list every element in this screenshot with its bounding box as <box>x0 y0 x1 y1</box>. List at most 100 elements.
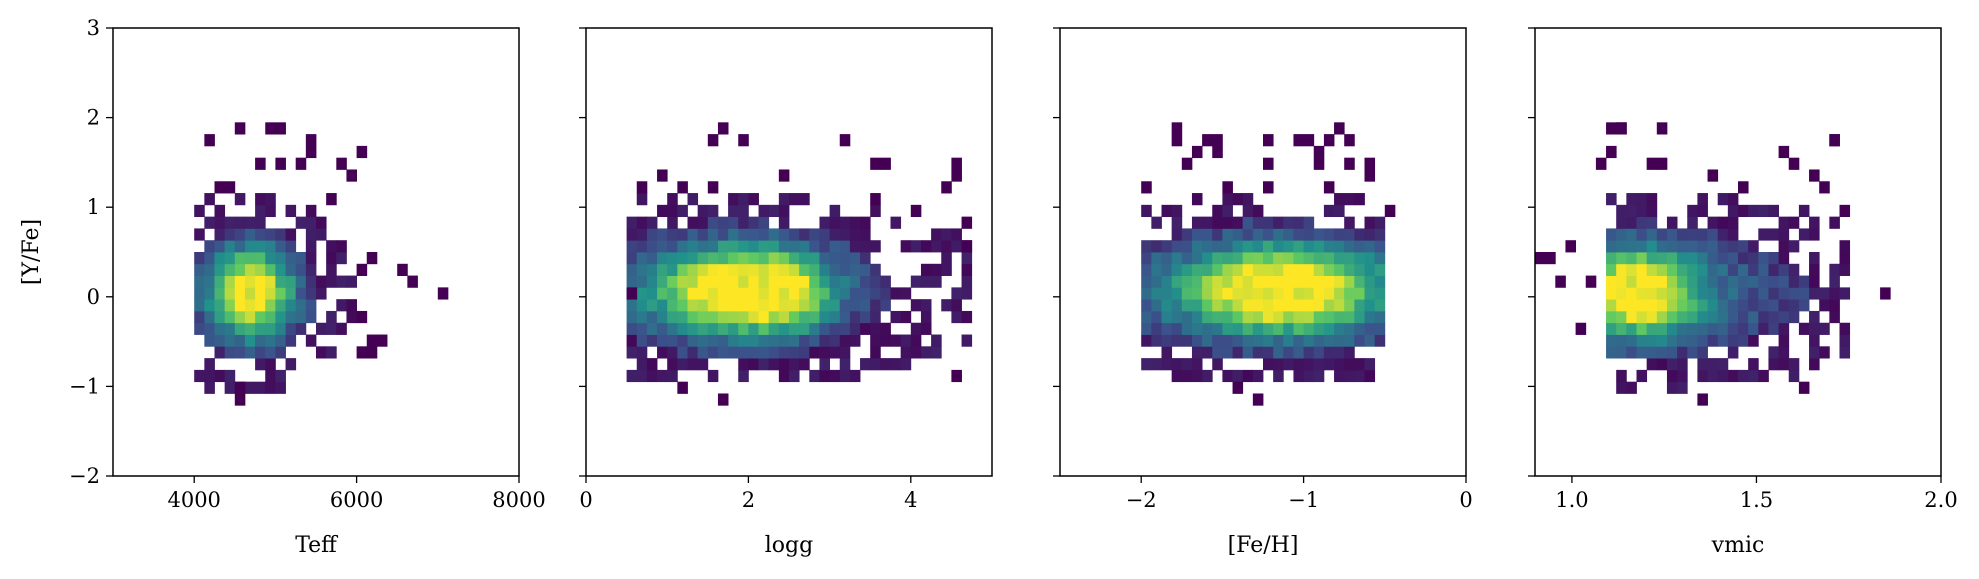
heatmap-cell <box>1666 240 1678 253</box>
heatmap-cell <box>1606 322 1617 335</box>
heatmap-cell <box>789 369 800 383</box>
heatmap-cell <box>1809 322 1820 335</box>
heatmap-cell <box>717 252 729 265</box>
heatmap-cell <box>1171 216 1183 229</box>
heatmap-cell <box>768 299 780 312</box>
heatmap-cell <box>1788 240 1800 253</box>
heatmap-cell <box>738 252 749 265</box>
heatmap-cell <box>1242 263 1254 276</box>
heatmap-cell <box>920 322 932 335</box>
heatmap-cell <box>1293 252 1304 265</box>
heatmap-cell <box>799 346 810 359</box>
heatmap-cell <box>829 204 841 218</box>
heatmap-cell <box>305 145 317 159</box>
heatmap-cell <box>860 322 871 335</box>
heatmap-cell <box>234 263 246 276</box>
heatmap-cell <box>1313 369 1325 383</box>
heatmap-cell <box>1606 310 1617 324</box>
heatmap-cell <box>778 169 790 182</box>
heatmap-cell <box>697 334 709 347</box>
heatmap-cell <box>717 216 729 229</box>
heatmap-cell <box>1778 263 1790 276</box>
heatmap-cell <box>1717 334 1729 347</box>
heatmap-cell <box>758 216 770 229</box>
heatmap-cell <box>1171 204 1183 218</box>
heatmap-cell <box>1263 181 1274 194</box>
heatmap-cell <box>829 228 841 241</box>
heatmap-cell <box>707 228 719 241</box>
heatmap-cell <box>1646 216 1658 229</box>
heatmap-cell <box>789 193 800 206</box>
heatmap-cell <box>636 346 648 359</box>
heatmap-cell <box>657 334 668 347</box>
heatmap-cell <box>224 346 236 359</box>
heatmap-cell <box>1364 334 1376 347</box>
heatmap-cell <box>204 369 215 383</box>
heatmap-cell <box>677 263 688 276</box>
heatmap-cell <box>880 299 891 312</box>
heatmap-cell <box>1141 322 1152 335</box>
heatmap-cell <box>255 381 266 394</box>
heatmap-cell <box>1839 263 1851 276</box>
heatmap-cell <box>768 310 780 324</box>
heatmap-cell <box>1646 157 1658 170</box>
heatmap-cell <box>1181 299 1193 312</box>
heatmap-cell <box>1242 252 1254 265</box>
heatmap-outlier-cell <box>265 122 276 135</box>
heatmap-cell <box>295 252 307 265</box>
heatmap-cell <box>1727 263 1739 276</box>
heatmap-cell <box>1171 134 1183 147</box>
heatmap-cell <box>961 310 973 324</box>
heatmap-cell <box>1252 252 1264 265</box>
heatmap-cell <box>1263 287 1274 300</box>
heatmap-cell <box>1252 334 1264 347</box>
heatmap-cell <box>1798 299 1810 312</box>
heatmap-cell <box>687 240 699 253</box>
y-tick-label: −1 <box>69 374 100 398</box>
heatmap-cell <box>697 322 709 335</box>
heatmap-cell <box>931 346 942 359</box>
heatmap-cell <box>1374 310 1386 324</box>
heatmap-cell <box>697 346 709 359</box>
heatmap-cell <box>1748 240 1759 253</box>
heatmap-cell <box>244 228 256 241</box>
heatmap-cell <box>636 334 648 347</box>
heatmap-cell <box>1758 299 1769 312</box>
heatmap-cell <box>961 275 973 288</box>
heatmap-cell <box>1191 263 1203 276</box>
heatmap-cell <box>809 299 820 312</box>
heatmap-cell <box>234 346 246 359</box>
heatmap-cell <box>1191 145 1203 159</box>
heatmap-cell <box>1626 263 1637 276</box>
heatmap-cell <box>1738 299 1749 312</box>
heatmap-cell <box>880 287 891 300</box>
heatmap-cell <box>1758 275 1769 288</box>
heatmap-cell <box>1697 334 1708 347</box>
heatmap-cell <box>346 275 357 288</box>
heatmap-cell <box>1616 275 1627 288</box>
heatmap-cell <box>1666 369 1678 383</box>
heatmap-cell <box>1161 204 1173 218</box>
heatmap-cell <box>900 358 912 371</box>
heatmap-cell <box>1606 240 1617 253</box>
heatmap-cell <box>941 299 952 312</box>
heatmap-cell <box>295 287 307 300</box>
heatmap-cell <box>910 322 922 335</box>
heatmap-cell <box>1344 358 1355 371</box>
heatmap-cell <box>849 369 861 383</box>
heatmap-cell <box>1626 216 1637 229</box>
heatmap-cell <box>1171 369 1183 383</box>
heatmap-cell <box>336 275 347 288</box>
heatmap-cell <box>366 346 378 359</box>
heatmap-cell <box>1252 346 1264 359</box>
heatmap-cell <box>1717 322 1729 335</box>
heatmap-cell <box>194 299 205 312</box>
heatmap-cell <box>1788 263 1800 276</box>
heatmap-cell <box>1666 263 1678 276</box>
heatmap-cell <box>1646 263 1658 276</box>
heatmap-cell <box>748 193 759 206</box>
heatmap-cell <box>860 252 871 265</box>
heatmap-cell <box>1677 240 1688 253</box>
heatmap-cell <box>1697 299 1708 312</box>
heatmap-cell <box>860 240 871 253</box>
